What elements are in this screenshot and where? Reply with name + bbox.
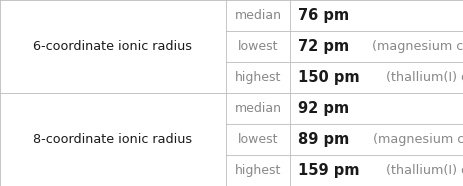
Text: 72 pm: 72 pm bbox=[298, 39, 349, 54]
Text: (thallium(I) cation): (thallium(I) cation) bbox=[386, 71, 463, 84]
Text: lowest: lowest bbox=[238, 40, 278, 53]
Text: 150 pm: 150 pm bbox=[298, 70, 360, 85]
Text: highest: highest bbox=[235, 164, 281, 177]
Text: 89 pm: 89 pm bbox=[298, 132, 350, 147]
Text: highest: highest bbox=[235, 71, 281, 84]
Text: median: median bbox=[234, 9, 282, 22]
Text: 6-coordinate ionic radius: 6-coordinate ionic radius bbox=[33, 40, 193, 53]
Text: median: median bbox=[234, 102, 282, 115]
Text: lowest: lowest bbox=[238, 133, 278, 146]
Text: 8-coordinate ionic radius: 8-coordinate ionic radius bbox=[33, 133, 193, 146]
Text: 159 pm: 159 pm bbox=[298, 163, 360, 178]
Text: (magnesium cation): (magnesium cation) bbox=[373, 133, 463, 146]
Text: 92 pm: 92 pm bbox=[298, 101, 349, 116]
Text: (magnesium cation): (magnesium cation) bbox=[372, 40, 463, 53]
Text: (thallium(I) cation): (thallium(I) cation) bbox=[386, 164, 463, 177]
Text: 76 pm: 76 pm bbox=[298, 8, 349, 23]
